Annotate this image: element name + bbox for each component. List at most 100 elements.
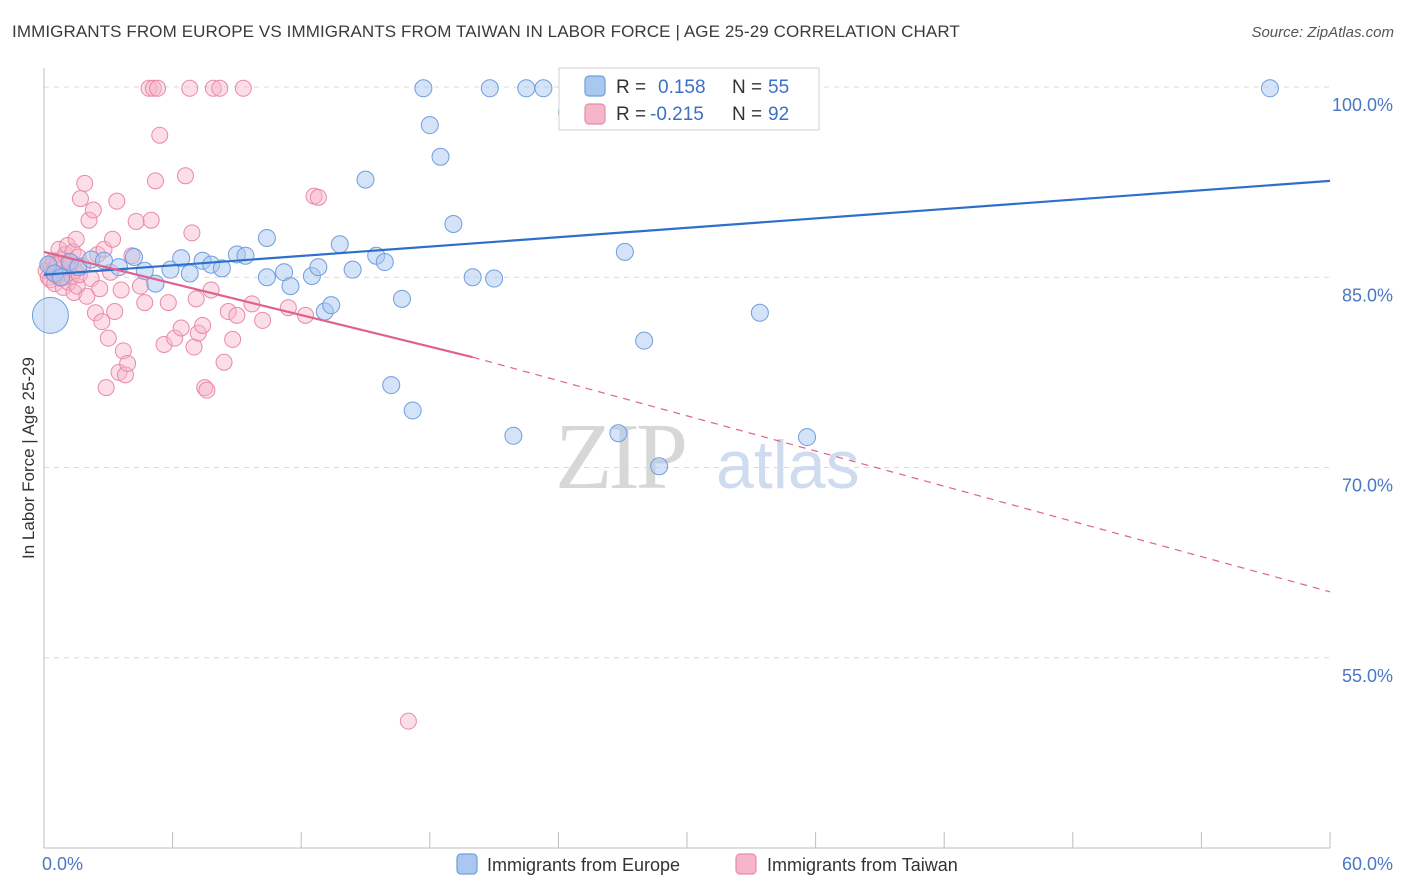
taiwan-r-label: R = (616, 104, 646, 125)
axes (43, 68, 1330, 849)
europe-point (236, 246, 255, 265)
taiwan-point (112, 281, 130, 299)
europe-point (322, 296, 341, 315)
europe-n-value: 55 (768, 77, 789, 98)
taiwan-point (219, 303, 237, 321)
taiwan-point (136, 294, 154, 312)
y-tick-label-0: 100.0% (1332, 95, 1393, 115)
legend-label-europe: Immigrants from Europe (487, 855, 680, 875)
europe-point (431, 147, 450, 166)
y-tick-label-3: 55.0% (1342, 666, 1393, 686)
y-tick-label-2: 70.0% (1342, 476, 1393, 496)
taiwan-point (84, 201, 102, 219)
europe-point (635, 331, 654, 350)
europe-point (798, 428, 817, 447)
taiwan-point (399, 712, 417, 730)
taiwan-point (181, 79, 199, 97)
europe-point (31, 296, 69, 334)
europe-point (52, 268, 71, 287)
chart-title: IMMIGRANTS FROM EUROPE VS IMMIGRANTS FRO… (12, 22, 960, 41)
europe-point (180, 264, 199, 283)
europe-point (1260, 79, 1279, 98)
europe-point (609, 424, 628, 443)
taiwan-point (196, 379, 214, 397)
watermark-zip: ZIP (555, 405, 685, 509)
europe-point (403, 401, 422, 420)
taiwan-point (106, 303, 124, 321)
taiwan-point (114, 342, 132, 360)
x-tick-label-0: 0.0% (42, 854, 83, 874)
taiwan-point (202, 281, 220, 299)
taiwan-point (131, 277, 149, 295)
taiwan-point (176, 167, 194, 185)
taiwan-point (80, 211, 98, 229)
europe-point (125, 247, 144, 266)
taiwan-point (187, 290, 205, 308)
europe-point (257, 268, 276, 287)
europe-point (414, 79, 433, 98)
taiwan-trendline (43, 250, 473, 359)
europe-point (110, 258, 129, 277)
taiwan-point (194, 316, 212, 334)
taiwan-point (127, 212, 145, 230)
europe-point (172, 249, 191, 268)
taiwan-point (97, 379, 115, 397)
taiwan-point (166, 329, 184, 347)
europe-point (330, 235, 349, 254)
europe-points (31, 79, 1279, 476)
taiwan-point (149, 79, 167, 97)
europe-point (212, 259, 231, 278)
taiwan-n-label: N = (732, 104, 762, 125)
taiwan-point (67, 230, 85, 248)
x-axis-ticks (43, 832, 1331, 848)
taiwan-point (86, 304, 104, 322)
europe-point (504, 426, 523, 445)
taiwan-point (155, 335, 173, 353)
taiwan-point (71, 190, 89, 208)
taiwan-point (144, 79, 162, 97)
europe-point (444, 215, 463, 233)
taiwan-point (146, 172, 164, 190)
y-tick-label-1: 85.0% (1342, 285, 1393, 305)
taiwan-point (224, 330, 242, 348)
europe-point (281, 277, 300, 296)
europe-point (392, 289, 411, 308)
legend-label-taiwan: Immigrants from Taiwan (767, 855, 958, 875)
europe-r-value: 0.158 (658, 77, 706, 98)
watermark: ZIP atlas (555, 405, 860, 509)
europe-point (375, 253, 394, 272)
europe-point (463, 268, 482, 287)
taiwan-point (142, 211, 160, 229)
taiwan-point (198, 381, 216, 399)
taiwan-point (215, 353, 233, 371)
source-label: Source: ZipAtlas.com (1251, 24, 1394, 41)
europe-point (650, 457, 669, 476)
trendlines (43, 179, 1331, 593)
taiwan-point (211, 79, 229, 97)
europe-r-label: R = (616, 77, 646, 98)
taiwan-point (183, 224, 201, 242)
taiwan-trendline-extension (472, 356, 1331, 593)
taiwan-point (76, 174, 94, 192)
taiwan-point (108, 192, 126, 210)
taiwan-point (185, 338, 203, 356)
europe-n-label: N = (732, 77, 762, 98)
taiwan-point (234, 79, 252, 97)
taiwan-point (140, 79, 158, 97)
europe-point (257, 228, 276, 247)
y-axis-label: In Labor Force | Age 25-29 (19, 357, 38, 559)
europe-point (382, 376, 401, 395)
taiwan-point (228, 306, 246, 324)
taiwan-point (309, 188, 327, 206)
taiwan-point (99, 329, 117, 347)
stats-swatch-europe (584, 75, 606, 97)
legend-swatch-europe (456, 853, 478, 875)
stats-swatch-taiwan (584, 103, 606, 125)
europe-point (480, 79, 499, 98)
taiwan-point (78, 287, 96, 305)
taiwan-point (104, 230, 122, 248)
europe-point (615, 242, 634, 261)
x-tick-label-1: 60.0% (1342, 854, 1393, 874)
europe-point (420, 116, 439, 135)
